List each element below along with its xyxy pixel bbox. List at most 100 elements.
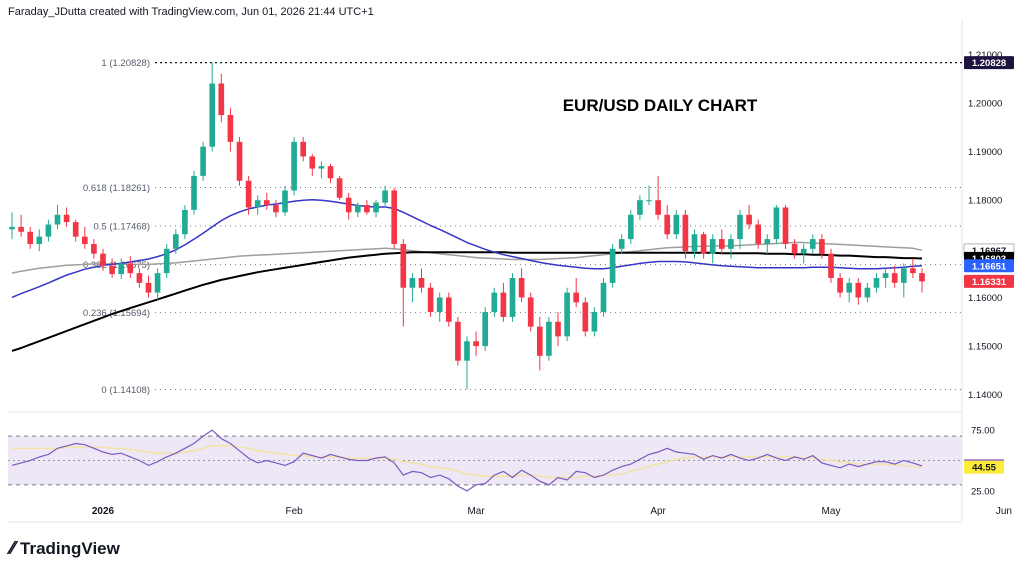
candle <box>445 292 452 327</box>
candle <box>9 212 15 240</box>
candle <box>582 297 589 337</box>
candle <box>45 219 52 242</box>
candle <box>728 234 734 259</box>
candle-body <box>182 209 188 235</box>
candle-body <box>900 268 907 283</box>
candle <box>655 175 661 220</box>
time-axis[interactable]: 2026 Feb Mar Apr May Jun <box>92 506 1012 517</box>
candle-body <box>518 277 525 298</box>
candle <box>855 277 862 305</box>
candle <box>118 258 125 279</box>
rsi-line <box>11 429 923 492</box>
candle-body <box>718 239 725 249</box>
candle <box>682 209 689 259</box>
candle-body <box>591 312 598 332</box>
candle <box>236 136 243 186</box>
candle-body <box>618 239 625 249</box>
candle <box>182 205 188 240</box>
price-badge-label: 1.16331 <box>972 277 1007 288</box>
candle <box>773 205 780 244</box>
candle <box>227 107 234 152</box>
time-tick-label: Mar <box>467 506 485 517</box>
rsi-panel[interactable] <box>8 429 962 492</box>
candle <box>546 316 552 361</box>
price-tick-label: 1.20000 <box>968 98 1002 109</box>
candle-body <box>791 243 798 254</box>
candle <box>900 263 907 298</box>
candle-body <box>191 175 197 210</box>
fib-label: 1 (1.20828) <box>101 58 150 69</box>
candle <box>318 161 325 179</box>
candle <box>518 268 525 303</box>
candle-body <box>837 277 843 293</box>
candle <box>409 273 416 303</box>
candle-body <box>564 292 570 337</box>
candle-body <box>9 226 15 230</box>
price-badge-label: 1.20828 <box>972 58 1006 69</box>
candle-body <box>473 341 479 347</box>
candle <box>109 258 115 278</box>
candle-body <box>455 321 461 361</box>
candle <box>273 200 279 218</box>
candle-body <box>828 253 834 278</box>
candle <box>282 185 288 216</box>
candle-body <box>655 200 661 215</box>
candle-body <box>600 282 607 313</box>
candle <box>527 292 534 332</box>
candle <box>345 192 352 220</box>
candle-body <box>445 297 452 322</box>
candle-body <box>209 83 216 147</box>
candle <box>200 141 206 181</box>
price-badge: 1.20828 <box>964 56 1014 70</box>
candle <box>54 205 61 230</box>
candle-body <box>582 302 589 332</box>
candle <box>18 214 24 237</box>
candle <box>263 192 270 210</box>
price-tick-label: 1.15000 <box>968 342 1002 353</box>
time-tick-label: Feb <box>285 506 303 517</box>
candle <box>500 282 507 322</box>
candle-body <box>491 292 498 313</box>
candle <box>354 202 361 218</box>
ma-black-line <box>11 251 923 352</box>
tradingview-logo[interactable]: ⁄⁄ TradingView <box>10 538 120 559</box>
candle <box>172 229 179 254</box>
price-axis[interactable]: 1.210001.200001.190001.180001.170001.160… <box>968 50 1002 401</box>
candle <box>473 331 479 356</box>
candle <box>464 336 470 390</box>
candle-body <box>27 231 34 244</box>
candle-body <box>382 190 388 203</box>
tradingview-logo-icon: ⁄⁄ <box>10 538 15 558</box>
candle <box>737 209 743 249</box>
candle <box>27 226 34 249</box>
candle-body <box>864 287 871 298</box>
candle <box>291 136 297 196</box>
candle-body <box>700 234 707 254</box>
candle-body <box>436 297 443 313</box>
candle <box>436 292 443 322</box>
candle-body <box>764 239 771 244</box>
candle-body <box>200 146 206 176</box>
candle <box>800 243 807 264</box>
candle-body <box>664 214 671 235</box>
candles[interactable] <box>9 62 925 390</box>
candle-body <box>300 141 307 157</box>
candle <box>254 195 261 215</box>
candle-body <box>737 214 743 240</box>
candle-body <box>145 282 152 293</box>
candle-body <box>282 190 288 213</box>
fib-label: 0.618 (1.18261) <box>83 183 150 194</box>
candle <box>837 273 843 298</box>
time-tick-label: Jun <box>996 506 1012 517</box>
candle-body <box>373 202 379 213</box>
tradingview-wordmark: TradingView <box>20 538 120 558</box>
candle <box>127 256 134 278</box>
candle <box>364 200 370 215</box>
candle-body <box>127 263 134 274</box>
price-badge-label: 1.16967 <box>972 246 1006 257</box>
price-badge: 1.16651 <box>964 259 1014 273</box>
candle-body <box>627 214 634 240</box>
fib-label: 0.382 (1.16675) <box>83 260 150 271</box>
candle-body <box>364 205 370 213</box>
